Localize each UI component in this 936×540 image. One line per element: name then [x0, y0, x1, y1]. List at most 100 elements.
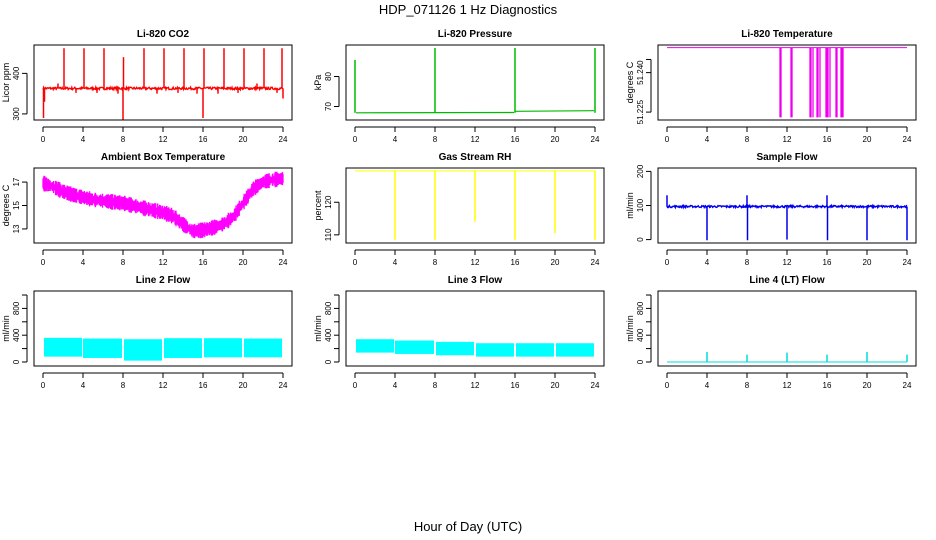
series-segment-2	[514, 110, 595, 112]
x-tick-label: 20	[239, 381, 248, 390]
y-axis-label: kPa	[313, 75, 323, 91]
x-tick-label: 16	[823, 135, 832, 144]
y-axis: 0 100 200	[636, 164, 652, 242]
y-tick-label: 0	[636, 237, 645, 242]
x-tick-label: 24	[903, 135, 912, 144]
flow-band-6	[244, 338, 282, 358]
x-tick-label: 0	[41, 258, 46, 267]
plot-frame	[657, 167, 917, 244]
x-tick-label: 4	[705, 258, 710, 267]
y-tick-label: 400	[636, 328, 645, 342]
x-tick-label: 8	[121, 381, 126, 390]
y-axis: 0 400 800	[636, 294, 652, 364]
x-tick-label: 12	[471, 135, 480, 144]
y-axis-label: degrees C	[1, 184, 11, 226]
x-tick-label: 24	[591, 258, 600, 267]
x-tick-label: 12	[159, 258, 168, 267]
x-tick-label: 20	[551, 381, 560, 390]
y-tick-label: 70	[324, 102, 333, 111]
x-tick-label: 24	[591, 381, 600, 390]
x-tick-label: 4	[81, 135, 86, 144]
flow-band-1	[356, 339, 394, 353]
x-tick-label: 12	[783, 135, 792, 144]
x-tick-label: 0	[353, 258, 358, 267]
data-series	[42, 48, 284, 120]
y-axis-label: Licor ppm	[1, 63, 11, 103]
x-axis: 0 4 8 12 16 20 24	[353, 126, 600, 144]
y-tick-label: 300	[12, 107, 21, 121]
flow-band-4	[476, 343, 514, 357]
x-tick-label: 24	[903, 258, 912, 267]
x-tick-label: 12	[159, 135, 168, 144]
x-tick-label: 0	[665, 258, 670, 267]
x-tick-label: 8	[745, 381, 750, 390]
y-tick-label: 51.240	[636, 60, 645, 85]
plot-frame	[657, 290, 917, 367]
plot-frame	[33, 290, 293, 367]
x-tick-label: 4	[705, 381, 710, 390]
flow-band-1	[44, 337, 82, 357]
y-tick-label: 120	[324, 195, 333, 209]
x-tick-label: 8	[745, 258, 750, 267]
x-axis: 0 4 8 12 16 20 24	[353, 372, 600, 390]
x-tick-label: 0	[353, 381, 358, 390]
x-tick-label: 24	[279, 381, 288, 390]
x-tick-label: 20	[551, 135, 560, 144]
x-tick-label: 16	[511, 135, 520, 144]
x-tick-label: 12	[783, 381, 792, 390]
y-tick-label: 110	[324, 228, 333, 241]
y-tick-label: 800	[324, 301, 333, 315]
x-tick-label: 12	[159, 381, 168, 390]
x-tick-label: 16	[823, 381, 832, 390]
plot-frame	[33, 167, 293, 244]
x-tick-label: 20	[863, 135, 872, 144]
x-tick-label: 24	[279, 135, 288, 144]
x-tick-label: 8	[745, 135, 750, 144]
panel-title: Li-820 CO2	[137, 29, 190, 40]
data-series	[44, 337, 282, 361]
data-series	[667, 351, 908, 363]
flow-band-3	[436, 341, 474, 356]
panel-7: Line 2 Flow ml/min 0 4 8 12 16 20 24 0 400 800	[1, 275, 293, 390]
y-axis-label: ml/min	[313, 315, 323, 342]
x-axis: 0 4 8 12 16 20 24	[665, 372, 912, 390]
plot-frame	[657, 44, 917, 121]
temperature-band	[42, 171, 284, 239]
flow-band-6	[556, 343, 594, 357]
y-axis: 13 15 17	[12, 177, 28, 233]
panel-4: Ambient Box Temperature degrees C 0 4 8 12 16 2…	[1, 152, 293, 267]
x-tick-label: 0	[41, 381, 46, 390]
x-tick-label: 8	[121, 258, 126, 267]
panel-title: Gas Stream RH	[439, 152, 512, 163]
panel-5: Gas Stream RH percent 0 4 8 12 16 20 24 110 120	[313, 152, 605, 267]
y-axis-label: ml/min	[625, 192, 635, 219]
panel-title: Line 4 (LT) Flow	[749, 275, 825, 286]
y-axis: 110 120	[324, 195, 340, 241]
panel-title: Ambient Box Temperature	[101, 152, 226, 163]
plot-frame	[345, 44, 605, 121]
x-tick-label: 0	[353, 135, 358, 144]
y-tick-label: 400	[324, 328, 333, 342]
y-tick-label: 51.225	[636, 99, 645, 124]
x-axis: 0 4 8 12 16 20 24	[665, 249, 912, 267]
y-tick-label: 200	[636, 164, 645, 178]
series-line	[42, 84, 284, 93]
panel-8: Line 3 Flow ml/min 0 4 8 12 16 20 24 0 400 800	[313, 275, 605, 390]
figure-xlabel: Hour of Day (UTC)	[413, 519, 523, 534]
x-tick-label: 0	[665, 135, 670, 144]
y-axis: 0 400 800	[324, 294, 340, 364]
panel-title: Li-820 Temperature	[741, 29, 833, 40]
x-axis: 0 4 8 12 16 20 24	[41, 126, 288, 144]
y-axis: 51.225 51.240	[636, 58, 652, 124]
flow-band-2	[395, 340, 434, 354]
x-axis: 0 4 8 12 16 20 24	[41, 372, 288, 390]
plot-frame	[345, 167, 605, 244]
panel-3: Li-820 Temperature degrees C 0 4 8 12 16 20 24 51…	[625, 29, 917, 144]
x-tick-label: 16	[511, 258, 520, 267]
x-tick-label: 16	[511, 381, 520, 390]
plot-frame	[345, 290, 605, 367]
data-series	[666, 195, 908, 241]
data-series	[354, 48, 596, 114]
x-tick-label: 4	[81, 381, 86, 390]
